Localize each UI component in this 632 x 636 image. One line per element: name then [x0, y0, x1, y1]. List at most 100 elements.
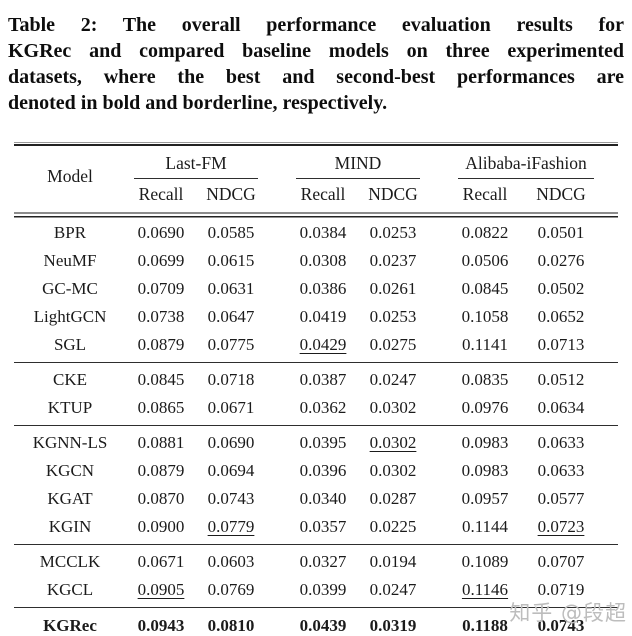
metric-header: Recall — [462, 184, 508, 204]
caption-line: datasets, where the best and second-best… — [8, 66, 624, 88]
value-cell: 0.0429 — [288, 331, 358, 363]
table-row-bpr: BPR 0.0690 0.0585 0.0384 0.0253 0.0822 0.0501 — [14, 219, 618, 247]
header-group-row: Model Last-FM MIND Alibaba-iFashion — [14, 146, 618, 186]
value: 0.0247 — [369, 580, 417, 599]
value: 0.0585 — [207, 223, 255, 242]
value: 0.0396 — [299, 461, 347, 480]
column-gap — [428, 485, 450, 513]
value: 0.0419 — [299, 307, 347, 326]
value-cell: 0.0707 — [520, 544, 602, 576]
value: 0.0983 — [461, 461, 509, 480]
value: 0.1089 — [461, 552, 509, 571]
value-cell: 0.0308 — [288, 247, 358, 275]
column-gap — [428, 219, 450, 247]
value-cell: 0.0275 — [358, 331, 428, 363]
value: 0.0647 — [207, 307, 255, 326]
row-pad — [602, 457, 618, 485]
value: 0.0652 — [537, 307, 585, 326]
metric-header: NDCG — [536, 184, 586, 204]
value: 0.0713 — [537, 335, 585, 354]
second-best-value: 0.1146 — [461, 580, 509, 599]
value: 0.0707 — [537, 552, 585, 571]
metric-header: Recall — [300, 184, 346, 204]
value-cell: 0.0881 — [126, 425, 196, 457]
value: 0.0327 — [299, 552, 347, 571]
row-pad — [602, 485, 618, 513]
row-pad — [602, 425, 618, 457]
column-gap — [266, 303, 288, 331]
value: 0.0395 — [299, 433, 347, 452]
group-header-mind: MIND — [288, 146, 428, 179]
value-cell: 0.0615 — [196, 247, 266, 275]
value-cell: 0.1089 — [450, 544, 520, 576]
column-gap — [602, 146, 618, 212]
value: 0.0957 — [461, 489, 509, 508]
column-gap — [428, 303, 450, 331]
column-gap — [266, 485, 288, 513]
value-cell: 0.0779 — [196, 513, 266, 545]
value: 0.0671 — [137, 552, 185, 571]
value-cell: 0.0501 — [520, 219, 602, 247]
model-cell: NeuMF — [43, 251, 97, 270]
second-best-value: 0.0429 — [299, 335, 347, 354]
value: 0.0247 — [369, 370, 417, 389]
value-cell: 0.1144 — [450, 513, 520, 545]
value-cell: 0.0900 — [126, 513, 196, 545]
value: 0.0357 — [299, 517, 347, 536]
model-cell: KGCL — [46, 580, 94, 599]
table-row-neumf: NeuMF 0.0699 0.0615 0.0308 0.0237 0.0506 0.027… — [14, 247, 618, 275]
value: 0.0287 — [369, 489, 417, 508]
column-gap — [266, 544, 288, 576]
column-gap — [428, 331, 450, 363]
group-label: MIND — [296, 153, 420, 179]
value: 0.0718 — [207, 370, 255, 389]
value-cell: 0.0647 — [196, 303, 266, 331]
metric-header: NDCG — [206, 184, 256, 204]
value-cell: 0.0261 — [358, 275, 428, 303]
value-cell: 0.0287 — [358, 485, 428, 513]
table-row-cke: CKE 0.0845 0.0718 0.0387 0.0247 0.0835 0.0512 — [14, 362, 618, 394]
value: 0.1188 — [462, 616, 508, 635]
column-gap — [266, 362, 288, 394]
top-rule — [14, 142, 618, 146]
value: 0.0253 — [369, 223, 417, 242]
column-gap — [428, 457, 450, 485]
value: 0.0879 — [137, 335, 185, 354]
value-cell: 0.0327 — [288, 544, 358, 576]
value-cell: 0.0506 — [450, 247, 520, 275]
watermark: 知乎 @段超 — [509, 601, 627, 625]
value-cell: 0.0439 — [288, 607, 358, 636]
row-pad — [602, 394, 618, 426]
value: 0.1141 — [461, 335, 509, 354]
value: 0.0738 — [137, 307, 185, 326]
value: 0.0835 — [461, 370, 509, 389]
value: 0.0506 — [461, 251, 509, 270]
column-gap — [428, 362, 450, 394]
value-cell: 0.0247 — [358, 576, 428, 608]
second-best-value: 0.0302 — [369, 433, 417, 452]
table-row-kgat: KGAT 0.0870 0.0743 0.0340 0.0287 0.0957 0.0577 — [14, 485, 618, 513]
value-cell: 0.0302 — [358, 394, 428, 426]
table-caption: Table 2: The overall performance evaluat… — [8, 12, 624, 116]
value-cell: 0.0845 — [450, 275, 520, 303]
model-cell: KTUP — [47, 398, 93, 417]
value-cell: 0.0384 — [288, 219, 358, 247]
value-cell: 0.0870 — [126, 485, 196, 513]
value-cell: 0.0399 — [288, 576, 358, 608]
metric-header: NDCG — [368, 184, 418, 204]
value: 0.0845 — [137, 370, 185, 389]
value: 0.0719 — [537, 580, 585, 599]
table-row-lightgcn: LightGCN 0.0738 0.0647 0.0419 0.0253 0.1058 0.… — [14, 303, 618, 331]
column-gap — [266, 394, 288, 426]
column-gap — [266, 146, 288, 212]
value-cell: 0.0237 — [358, 247, 428, 275]
value: 0.0302 — [369, 461, 417, 480]
value-cell: 0.0633 — [520, 425, 602, 457]
row-pad — [602, 331, 618, 363]
value: 0.0775 — [207, 335, 255, 354]
row-pad — [602, 362, 618, 394]
value: 0.0879 — [137, 461, 185, 480]
column-gap — [266, 576, 288, 608]
value: 0.0976 — [461, 398, 509, 417]
value: 0.0769 — [207, 580, 255, 599]
